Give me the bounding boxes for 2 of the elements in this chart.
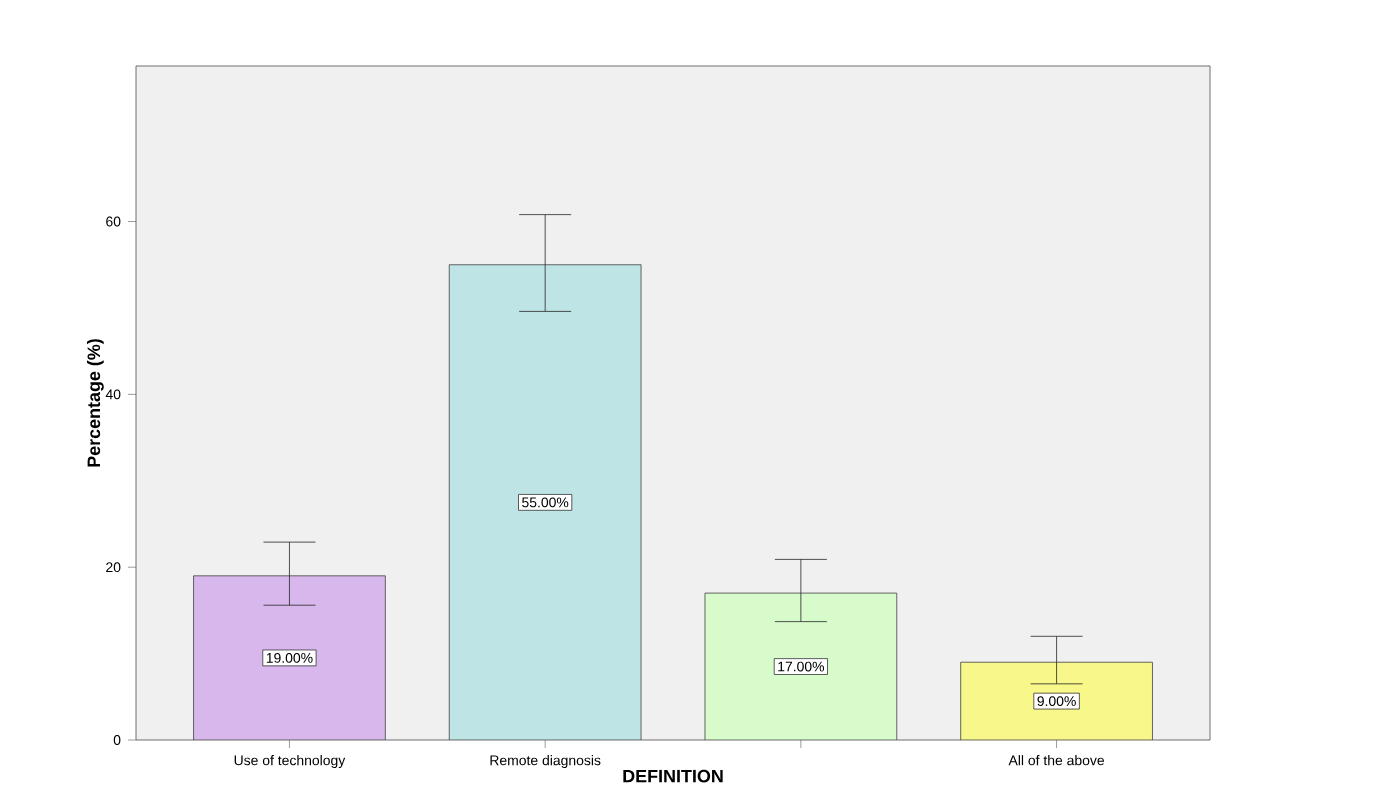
x-axis-title: DEFINITION [623, 769, 723, 783]
y-axis-title: Percentage (%) [86, 339, 104, 467]
